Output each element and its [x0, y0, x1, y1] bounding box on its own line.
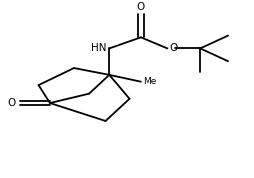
Text: O: O [8, 98, 16, 108]
Text: Me: Me [144, 77, 157, 86]
Text: HN: HN [91, 43, 107, 53]
Text: O: O [137, 2, 145, 12]
Text: O: O [169, 43, 178, 53]
